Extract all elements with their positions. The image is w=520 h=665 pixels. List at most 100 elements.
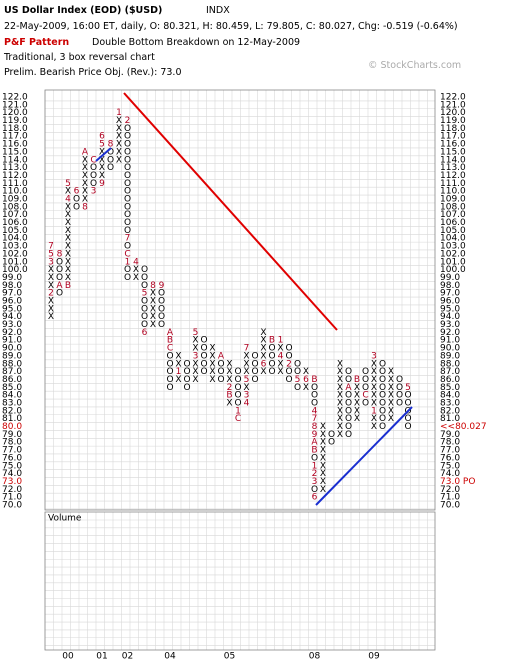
box: O <box>166 359 173 369</box>
month-marker: 6 <box>74 187 80 197</box>
box: X <box>243 367 249 377</box>
y-tick-label: 78.0 <box>2 438 22 448</box>
box: O <box>404 422 411 432</box>
box: X <box>371 359 377 369</box>
y-tick-label-right: 122.0 <box>440 93 466 103</box>
month-marker: 3 <box>371 351 377 361</box>
y-tick-label: 71.0 <box>2 493 22 503</box>
box: X <box>371 399 377 409</box>
box: X <box>116 155 122 165</box>
y-tick-label-right: 99.0 <box>440 273 460 283</box>
y-tick-label-right: 85.0 <box>440 383 460 393</box>
y-tick-label: 79.0 <box>2 430 22 440</box>
box: O <box>311 383 318 393</box>
y-tick-label: 87.0 <box>2 367 22 377</box>
box: O <box>107 155 114 165</box>
box: X <box>82 195 88 205</box>
month-marker: 7 <box>312 414 318 424</box>
box: O <box>345 375 352 385</box>
y-tick-label-right: 113.0 <box>440 163 466 173</box>
box: O <box>379 391 386 401</box>
y-tick-label: 122.0 <box>2 93 28 103</box>
box: O <box>73 195 80 205</box>
box: X <box>192 367 198 377</box>
box: O <box>73 202 80 212</box>
y-tick-label-right: 70.0 <box>440 501 460 511</box>
y-tick-label-right: 117.0 <box>440 132 466 142</box>
month-marker: C <box>90 155 96 165</box>
box: X <box>48 265 54 275</box>
month-marker: 4 <box>133 257 139 267</box>
box: O <box>268 344 275 354</box>
y-tick-label-right: 77.0 <box>440 446 460 456</box>
y-tick-label-right: 89.0 <box>440 351 460 361</box>
box: O <box>141 320 148 330</box>
y-tick-label: 86.0 <box>2 375 22 385</box>
month-marker: B <box>269 336 275 346</box>
box: X <box>388 383 394 393</box>
box: O <box>141 273 148 283</box>
box: X <box>209 344 215 354</box>
y-tick-label-right: 74.0 <box>440 469 460 479</box>
box: X <box>48 304 54 314</box>
box: X <box>65 257 71 267</box>
box: X <box>150 289 156 299</box>
box: O <box>124 147 131 157</box>
box: O <box>124 132 131 142</box>
month-marker: 1 <box>235 406 241 416</box>
y-tick-label-right: 94.0 <box>440 312 460 322</box>
box: O <box>141 304 148 314</box>
y-tick-label: 74.0 <box>2 469 22 479</box>
month-marker: 5 <box>99 140 105 150</box>
box: O <box>158 304 165 314</box>
y-tick-label-right: 98.0 <box>440 281 460 291</box>
box: O <box>158 289 165 299</box>
y-tick-label: 90.0 <box>2 344 22 354</box>
watermark: © StockCharts.com <box>368 60 461 71</box>
box: O <box>285 351 292 361</box>
y-tick-label-right: 81.0 <box>440 414 460 424</box>
box: X <box>337 391 343 401</box>
month-marker: B <box>226 391 232 401</box>
month-marker: 2 <box>227 383 233 393</box>
box: X <box>48 273 54 283</box>
month-marker: 3 <box>312 477 318 487</box>
box: X <box>337 375 343 385</box>
box: O <box>107 163 114 173</box>
box: O <box>328 438 335 448</box>
box: O <box>166 351 173 361</box>
y-tick-label: 72.0 <box>2 485 22 495</box>
box: X <box>243 359 249 369</box>
volume-frame <box>44 511 436 651</box>
box: O <box>124 202 131 212</box>
box: X <box>99 163 105 173</box>
month-marker: A <box>218 351 225 361</box>
box: O <box>311 485 318 495</box>
box: X <box>65 234 71 244</box>
y-tick-label-right: 101.0 <box>440 257 466 267</box>
box: O <box>234 367 241 377</box>
plot-area: 70.0 70.071.0 71.072.0 72.073.074.0 74.075.0… <box>2 90 487 662</box>
box: O <box>294 359 301 369</box>
box: X <box>192 375 198 385</box>
box: X <box>337 414 343 424</box>
box: X <box>337 399 343 409</box>
box: O <box>328 430 335 440</box>
box: O <box>345 367 352 377</box>
y-tick-label: 113.0 <box>2 163 28 173</box>
month-marker: 2 <box>125 116 131 126</box>
box: O <box>183 359 190 369</box>
box: X <box>99 171 105 181</box>
box: O <box>217 375 224 385</box>
y-tick-label: 76.0 <box>2 453 22 463</box>
box: O <box>217 359 224 369</box>
box: X <box>226 375 232 385</box>
chart-title: US Dollar Index (EOD) ($USD) <box>4 5 162 16</box>
box: X <box>260 344 266 354</box>
x-tick-label: 02 <box>122 652 133 662</box>
month-marker: 6 <box>99 132 105 142</box>
x-tick-label: 05 <box>224 652 235 662</box>
y-tick-label-right: 91.0 <box>440 336 460 346</box>
box: X <box>260 336 266 346</box>
box: X <box>320 422 326 432</box>
